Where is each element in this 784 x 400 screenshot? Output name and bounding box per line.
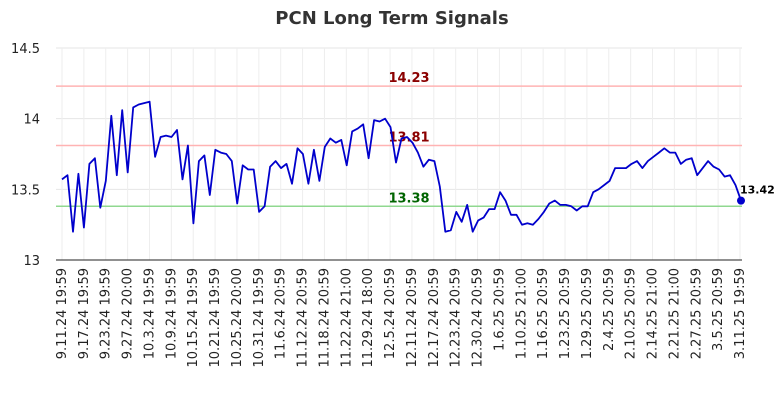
reference-line-label: 14.23 [388, 71, 429, 86]
y-tick-label: 14.5 [11, 42, 40, 57]
series-line [61, 100, 742, 233]
x-tick-label: 1.6.25 20:59 [492, 268, 507, 351]
x-tick-label: 10.31.24 19:59 [252, 268, 267, 368]
y-tick-label: 13 [23, 254, 40, 269]
x-tick-label: 3.11.25 19:59 [733, 268, 748, 359]
x-tick-label: 12.5.24 20:59 [383, 268, 398, 359]
x-tick-label: 2.21.25 21:00 [667, 268, 682, 359]
x-tick-label: 11.12.24 20:59 [296, 268, 311, 368]
x-tick-label: 2.4.25 20:59 [602, 268, 617, 351]
x-tick-label: 12.17.24 20:59 [427, 268, 442, 368]
x-tick-label: 9.27.24 20:00 [121, 268, 136, 359]
x-tick-label: 10.21.24 19:59 [208, 268, 223, 368]
x-tick-label: 1.10.25 21:00 [514, 268, 529, 359]
x-tick-label: 9.11.24 19:59 [55, 268, 70, 359]
y-tick-label: 14 [23, 113, 40, 128]
y-tick-label: 13.5 [11, 183, 40, 198]
x-tick-label: 1.16.25 20:59 [536, 268, 551, 359]
x-tick-label: 11.6.24 20:59 [274, 268, 289, 359]
chart-title: PCN Long Term Signals [275, 8, 509, 29]
x-tick-label: 12.23.24 20:59 [449, 268, 464, 368]
x-tick-label: 2.14.25 21:00 [646, 268, 661, 359]
last-value-marker [737, 196, 745, 205]
x-tick-label: 12.30.24 20:59 [471, 268, 486, 368]
x-tick-label: 10.25.24 20:00 [230, 268, 245, 368]
x-tick-label: 11.22.24 21:00 [339, 268, 354, 368]
x-tick-label: 9.23.24 19:59 [99, 268, 114, 359]
x-tick-label: 10.9.24 19:59 [164, 268, 179, 359]
x-tick-label: 9.17.24 19:59 [77, 268, 92, 359]
x-tick-label: 11.29.24 18:00 [361, 268, 376, 368]
x-tick-label: 2.27.25 20:59 [689, 268, 704, 359]
last-value-label: 13.42 [740, 184, 775, 197]
x-tick-label: 12.11.24 20:59 [405, 268, 420, 368]
reference-line-label: 13.38 [388, 191, 429, 206]
x-tick-label: 10.3.24 19:59 [142, 268, 157, 359]
x-tick-label: 1.29.25 20:59 [580, 268, 595, 359]
x-tick-label: 3.5.25 20:59 [711, 268, 726, 351]
x-tick-label: 2.10.25 20:59 [624, 268, 639, 359]
x-tick-label: 11.18.24 20:59 [317, 268, 332, 368]
x-tick-label: 10.15.24 19:59 [186, 268, 201, 368]
x-tick-label: 1.23.25 20:59 [558, 268, 573, 359]
